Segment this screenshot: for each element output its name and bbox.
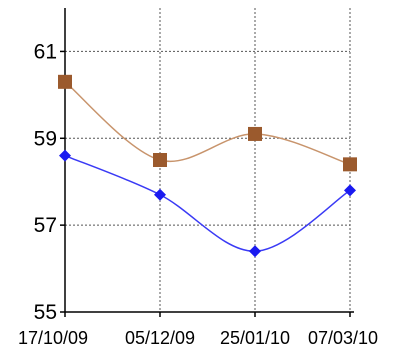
series-1-point-0 (59, 149, 71, 162)
series-0-point-0 (58, 74, 72, 89)
y-tick-label-2: 59 (34, 127, 57, 150)
series-1-line (64, 154, 351, 252)
x-tick-label-0: 17/10/09 (18, 328, 88, 348)
grid-layer (65, 8, 351, 312)
y-tick-label-3: 61 (34, 40, 57, 63)
tick-label-layer: 55 57 59 61 17/10/09 05/12/09 25/01/10 07/03/10 (18, 40, 378, 348)
series-0-point-3 (343, 157, 357, 172)
series-0-point-1 (153, 153, 167, 167)
series-1-point-1 (154, 188, 166, 201)
x-tick-label-3: 07/03/10 (308, 328, 378, 348)
series-1-point-3 (344, 184, 356, 197)
series-layer (58, 74, 357, 258)
x-tick-label-2: 25/01/10 (220, 328, 290, 348)
y-tick-label-1: 57 (34, 214, 57, 237)
y-tick-label-0: 55 (34, 301, 57, 324)
series-0-line (64, 81, 351, 166)
series-1-point-2 (249, 245, 261, 258)
axis-layer (60, 8, 354, 317)
x-tick-label-1: 05/12/09 (125, 328, 195, 348)
series-0-point-2 (248, 126, 262, 141)
